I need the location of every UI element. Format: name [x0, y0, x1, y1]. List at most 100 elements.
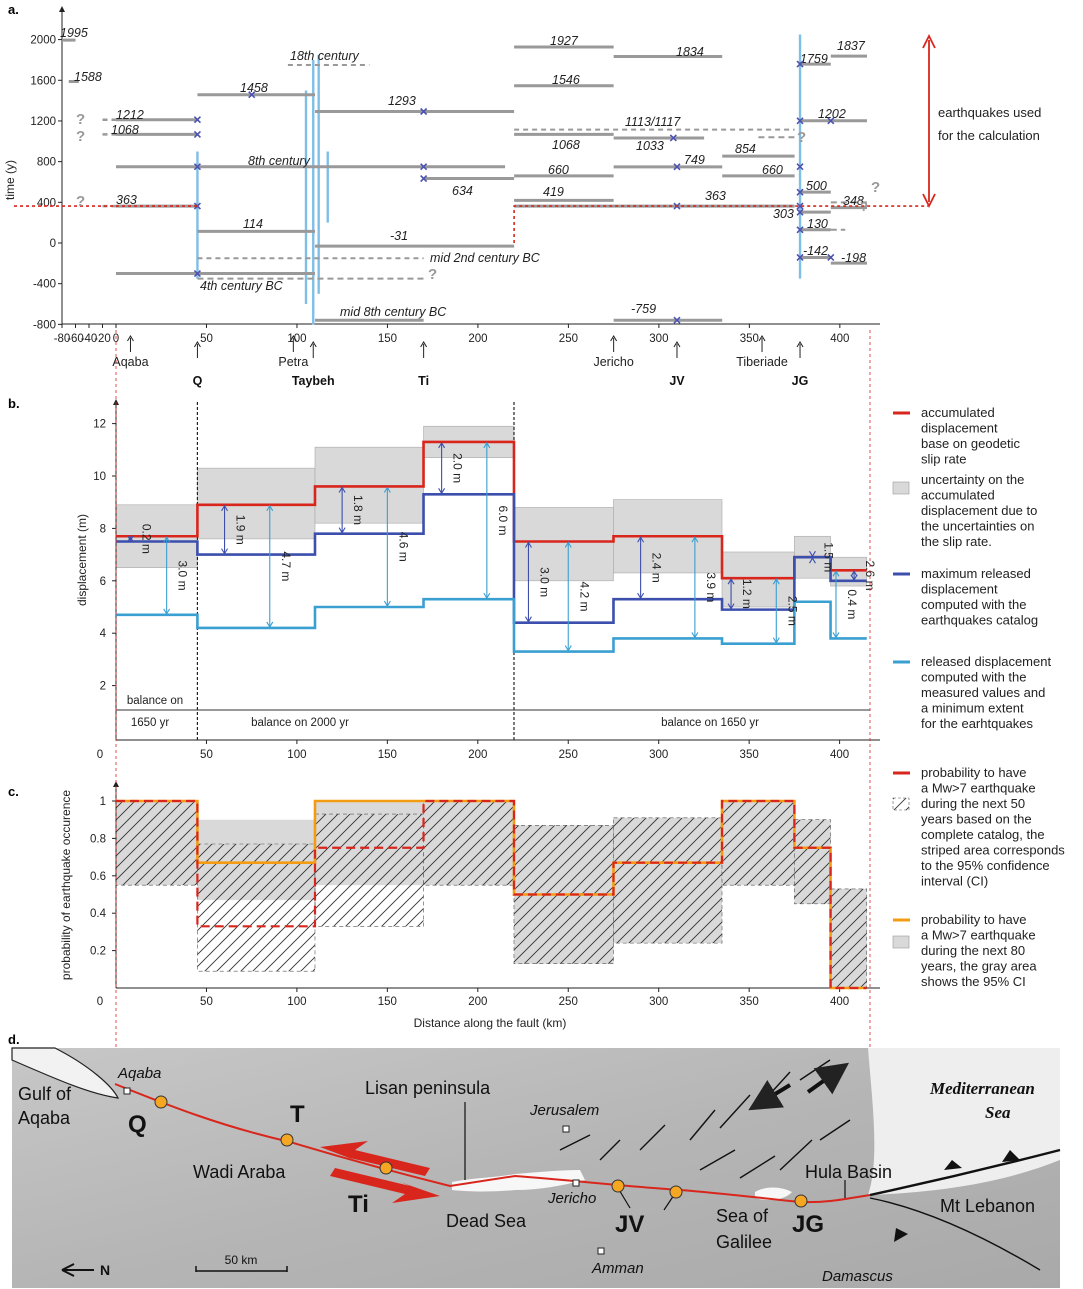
city-marker-amman [598, 1248, 604, 1254]
map-label: Jerusalem [529, 1102, 599, 1119]
panel-b-x-tick-label: 50 [200, 749, 213, 761]
panel-d-label: d. [8, 1032, 20, 1047]
legend-text: years based on the [921, 812, 1032, 827]
panel-c-x-tick-label: 400 [830, 996, 849, 1008]
difference-label: 4.6 m [396, 532, 410, 562]
map-label: Amman [591, 1260, 644, 1277]
event-label: 4th century BC [200, 279, 284, 293]
site-marker-jv [670, 1186, 682, 1198]
legend-text: years, the gray area [921, 959, 1037, 974]
panel-c-x-tick-label: 200 [468, 996, 487, 1008]
panel-a-x-tick-label: 50 [200, 333, 213, 345]
legend-swatch [893, 936, 909, 948]
event-label: 1546 [552, 73, 580, 87]
map-label: Ti [348, 1191, 369, 1218]
event-label: 130 [807, 217, 828, 231]
legend-text: striped area corresponds [921, 843, 1065, 858]
legend-text: accumulated [921, 488, 995, 503]
site-label: JG [792, 374, 809, 388]
legend-text: computed with the [921, 597, 1027, 612]
panel-c-y-tick-label: 0.4 [90, 908, 107, 920]
panel-a-y-axis-arrow [59, 6, 65, 12]
event-label: 1927 [550, 34, 579, 48]
uncertainty-band [315, 447, 424, 523]
panel-b-x-ticks: 0 50 100 150 200 250 300 350 400 [97, 740, 849, 761]
event-label: 1212 [116, 108, 144, 122]
legend-text: released displacement [921, 654, 1051, 669]
event-label: 660 [548, 163, 569, 177]
uncertainty-band [722, 552, 794, 607]
panel-d-map: d. [8, 1032, 1060, 1288]
panel-a-y-tick-label: 2000 [30, 35, 56, 47]
event-label: 363 [116, 193, 137, 207]
annotation-line-2: for the calculation [938, 128, 1040, 143]
map-label: Mt Lebanon [940, 1196, 1035, 1216]
panel-c-x-tick-label: 150 [378, 996, 397, 1008]
panel-a-y-label: time (y) [3, 160, 17, 200]
panel-b-x-tick-label: 400 [830, 749, 849, 761]
panel-b-x-tick-label: 100 [287, 749, 306, 761]
panel-a-x-tick-label: 150 [378, 333, 397, 345]
panel-c-label: c. [8, 784, 19, 799]
map-label: Sea [985, 1103, 1011, 1122]
legend-text: the uncertainties on [921, 519, 1034, 534]
panel-c-x-tick-label: 0 [97, 996, 103, 1008]
panel-a-y-tick-label: 1200 [30, 116, 56, 128]
event-label: 1293 [388, 94, 416, 108]
ci50-band [424, 801, 514, 885]
legend-text: a Mw>7 earthquake [921, 928, 1036, 943]
legend-text: the slip rate. [921, 534, 992, 549]
north-label: N [100, 1262, 110, 1278]
event-label: 500 [806, 179, 827, 193]
panel-c-x-tick-label: 100 [287, 996, 306, 1008]
ci50-band [722, 801, 794, 885]
event-label: -142 [803, 244, 828, 258]
panel-b-x-tick-label: 250 [559, 749, 578, 761]
site-label: Q [193, 374, 203, 388]
panel-a-y-tick-label: -800 [33, 319, 56, 331]
difference-label: 2.5 m [785, 596, 799, 626]
question-mark: ? [871, 179, 880, 196]
legend-text: computed with the [921, 670, 1027, 685]
panel-b-y-tick-label: 2 [100, 681, 106, 693]
event-label: 303 [773, 207, 794, 221]
panel-c-y-label: probability of earthquake occurence [59, 790, 73, 980]
event-label: 1068 [552, 138, 580, 152]
legend-swatch [893, 482, 909, 494]
panel-c-x-tick-label: 350 [740, 996, 759, 1008]
event-label: -759 [631, 302, 656, 316]
legend-text: earthquakes catalog [921, 613, 1038, 628]
event-label: mid 2nd century BC [430, 251, 541, 265]
event-label: 363 [705, 189, 726, 203]
ci50-band [794, 820, 830, 904]
question-mark: ? [76, 193, 85, 210]
site-marker-jericho-jv [612, 1180, 624, 1192]
legend-text: slip rate [921, 452, 967, 467]
map-label: JG [792, 1211, 824, 1238]
difference-label: 2.4 m [650, 553, 664, 583]
panel-c-y-tick-label: 0.2 [90, 946, 106, 958]
panel-c-x-tick-label: 50 [200, 996, 213, 1008]
annotation-line-1: earthquakes used [938, 105, 1041, 120]
panel-a: a. time (y) 2000160012008004000-400-800 … [3, 2, 1041, 388]
panel-b-y-tick-label: 10 [93, 471, 106, 483]
event-label: 1837 [837, 39, 866, 53]
difference-label: 0.2 m [139, 524, 153, 554]
site-label: Ti [418, 374, 429, 388]
panel-a-x-tick-label: 250 [559, 333, 578, 345]
panel-c-confidence-intervals [116, 801, 867, 988]
panel-a-x-tick-label: 350 [740, 333, 759, 345]
event-label: 1995 [60, 26, 88, 40]
legend-text: a minimum extent [921, 701, 1024, 716]
panel-a-x-tick-label: 200 [468, 333, 487, 345]
map-label: Damascus [822, 1268, 893, 1285]
balance-label: balance on [127, 695, 183, 707]
legend-text: displacement due to [921, 503, 1037, 518]
event-label: 8th century [248, 154, 311, 168]
site-label: Aqaba [112, 355, 148, 369]
legend-text: accumulated [921, 405, 995, 420]
panel-c: c. probability of earthquake occurence 0… [8, 765, 1065, 1030]
difference-label: 1.9 m [234, 515, 248, 545]
map-label: Gulf of [18, 1084, 72, 1104]
